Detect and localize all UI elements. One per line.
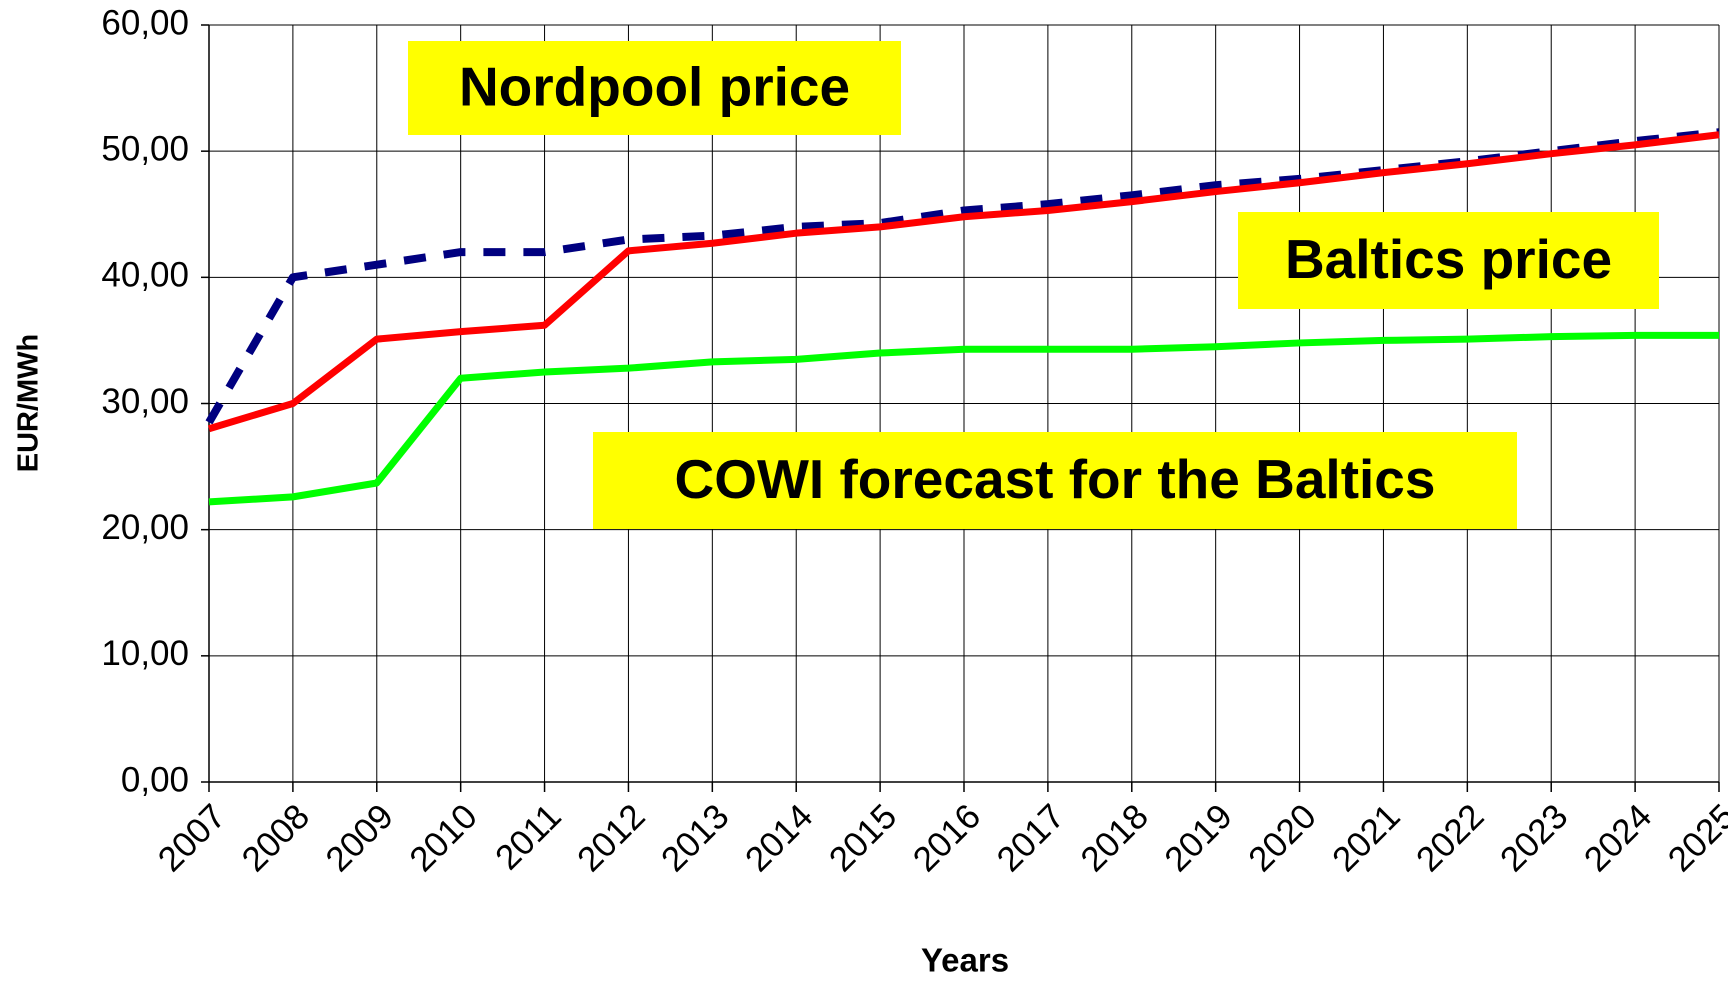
y-tick-label: 50,00 [101,129,189,168]
x-tick-label: 2013 [654,797,737,880]
x-tick-label: 2019 [1157,797,1240,880]
series-label: Baltics price [1285,228,1612,290]
series-line [205,128,1720,425]
x-tick-label: 2014 [738,797,821,880]
x-tick-label: 2022 [1409,797,1492,880]
x-tick-label: 2007 [151,797,234,880]
x-axis-title: Years [921,942,1009,979]
y-tick-label: 40,00 [101,256,189,295]
x-tick-label: 2015 [822,797,905,880]
x-tick-label: 2018 [1073,797,1156,880]
label-box [408,41,901,135]
y-tick-label: 60,00 [101,3,189,42]
series-line [207,131,1720,433]
x-tick-label: 2021 [1325,797,1408,880]
y-tick-label: 30,00 [101,382,189,421]
x-tick-label: 2023 [1493,797,1576,880]
x-tick-label: 2025 [1661,797,1728,880]
y-tick-label: 20,00 [101,508,189,547]
label-box [1238,212,1659,309]
x-tick-label: 2011 [488,797,569,878]
x-tick-label: 2017 [989,797,1072,880]
y-tick-label: 0,00 [121,760,189,799]
x-tick-label: 2020 [1241,797,1324,880]
x-tick-label: 2009 [318,797,401,880]
label-box [593,432,1517,529]
x-tick-label: 2012 [570,797,653,880]
x-tick-label: 2010 [402,797,485,880]
series-label: Nordpool price [459,56,850,118]
y-axis-title: EUR/MWh [13,334,45,473]
series-label: COWI forecast for the Baltics [675,448,1436,510]
x-tick-label: 2024 [1577,797,1660,880]
series-line [208,331,1719,506]
x-tick-label: 2016 [906,797,989,880]
x-tick-label: 2008 [234,797,317,880]
y-tick-label: 10,00 [101,634,189,673]
